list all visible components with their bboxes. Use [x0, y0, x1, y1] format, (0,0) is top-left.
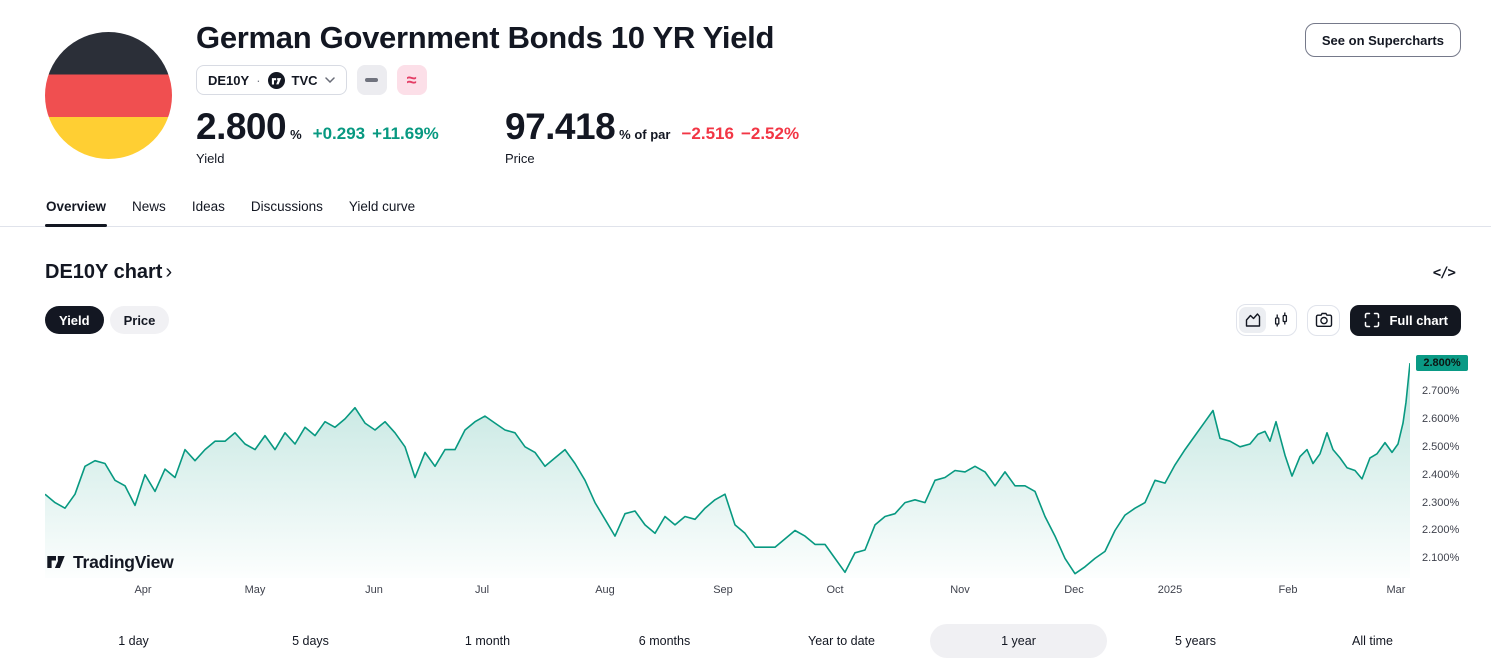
- candles-chart-type-button[interactable]: [1267, 307, 1294, 333]
- price-pill-button[interactable]: Price: [109, 306, 170, 334]
- time-axis-label: May: [244, 584, 266, 596]
- page-title: German Government Bonds 10 YR Yield: [196, 20, 775, 55]
- link-arrow-icon: ›: [165, 261, 173, 283]
- area-chart-type-button[interactable]: [1239, 307, 1267, 333]
- header-main: German Government Bonds 10 YR Yield DE10…: [0, 0, 1491, 166]
- code-icon: </>: [1432, 264, 1456, 281]
- symbol-row: DE10Y · TVC ≈: [196, 65, 1491, 95]
- yield-line-path: [45, 363, 1410, 575]
- quote-stats: 2.800 % +0.293 +11.69% Yield 97.418 % of…: [196, 108, 1491, 166]
- range-1-day-button[interactable]: 1 day: [45, 624, 222, 658]
- time-axis: Apr May Jun Jul Aug Sep Oct Nov Dec 2025 Feb Mar: [45, 584, 1410, 600]
- snapshot-button[interactable]: [1307, 304, 1341, 336]
- range-1-month-button[interactable]: 1 month: [399, 624, 576, 658]
- see-on-supercharts-button[interactable]: See on Supercharts: [1304, 23, 1461, 57]
- tradingview-watermark-link[interactable]: TradingView: [45, 551, 174, 573]
- series-toggle: Yield Price: [45, 306, 170, 334]
- price-axis: 2.700% 2.600% 2.500% 2.400% 2.300% 2.200% 2.10…: [1422, 356, 1491, 578]
- yield-area-fill: [45, 363, 1410, 578]
- candles-chart-icon: [1274, 312, 1288, 327]
- time-axis-label: Aug: [595, 584, 615, 596]
- time-axis-label: Dec: [1064, 584, 1084, 596]
- watermark-text: TradingView: [73, 551, 174, 572]
- range-year-to-date-button[interactable]: Year to date: [753, 624, 930, 658]
- symbol-header: German Government Bonds 10 YR Yield DE10…: [0, 0, 1491, 188]
- yield-change-pct: +11.69%: [372, 124, 439, 143]
- price-label: Price: [505, 151, 535, 166]
- symbol-selector-button[interactable]: DE10Y · TVC: [196, 65, 347, 95]
- chart-controls: Yield Price: [45, 304, 1461, 336]
- time-axis-label: Jun: [365, 584, 383, 596]
- last-value-badge: 2.800%: [1416, 355, 1468, 372]
- time-axis-label: Feb: [1278, 584, 1298, 596]
- symbol-exchange: TVC: [291, 72, 318, 88]
- fullscreen-icon: [1365, 312, 1380, 328]
- tradingview-mark-icon: [47, 556, 65, 568]
- price-change: −2.516: [681, 124, 734, 143]
- price-unit: % of par: [619, 127, 671, 142]
- price-axis-label: 2.100%: [1422, 552, 1460, 565]
- market-status-button[interactable]: [356, 65, 387, 95]
- chevron-down-icon: [324, 77, 335, 83]
- chart-tools: Full chart: [1236, 304, 1461, 336]
- yield-label: Yield: [196, 151, 225, 166]
- time-axis-label: Jul: [474, 584, 490, 596]
- range-6-months-button[interactable]: 6 months: [576, 624, 753, 658]
- range-all-time-button[interactable]: All time: [1284, 624, 1461, 658]
- range-5-years-button[interactable]: 5 years: [1107, 624, 1284, 658]
- price-axis-label: 2.700%: [1422, 384, 1460, 397]
- yield-pill-button[interactable]: Yield: [45, 306, 104, 334]
- dash-icon: [365, 78, 379, 82]
- tab-overview[interactable]: Overview: [45, 188, 108, 227]
- chart-plot-area: 2.700% 2.600% 2.500% 2.400% 2.300% 2.200% 2.10…: [45, 355, 1491, 602]
- full-chart-button[interactable]: Full chart: [1350, 304, 1461, 336]
- chart-title-link[interactable]: DE10Y chart ›: [45, 261, 172, 284]
- time-axis-label: 2025: [1157, 584, 1183, 596]
- yield-stat: 2.800 % +0.293 +11.69% Yield: [196, 108, 505, 166]
- active-tab-underline: [45, 224, 108, 227]
- time-axis-label: Sep: [713, 584, 733, 596]
- time-axis-label: Oct: [826, 584, 844, 596]
- yield-change: +0.293: [312, 124, 366, 143]
- range-1-year-button[interactable]: 1 year: [930, 624, 1107, 658]
- approximation-button[interactable]: ≈: [396, 65, 427, 95]
- date-range-bar: 1 day 5 days 1 month 6 months Year to date 1 …: [45, 624, 1461, 658]
- symbol-ticker: DE10Y: [208, 72, 250, 88]
- yield-unit: %: [290, 127, 302, 142]
- approx-icon: ≈: [406, 69, 417, 90]
- time-axis-label: Apr: [134, 584, 152, 596]
- price-stat-line: 97.418 % of par −2.516 −2.52%: [505, 108, 799, 145]
- price-axis-label: 2.200%: [1422, 524, 1460, 537]
- germany-flag-icon: [45, 32, 172, 159]
- tab-news[interactable]: News: [132, 199, 166, 214]
- price-axis-label: 2.600%: [1422, 412, 1460, 425]
- price-axis-label: 2.500%: [1422, 440, 1460, 453]
- full-chart-label: Full chart: [1389, 312, 1448, 328]
- tab-ideas[interactable]: Ideas: [191, 199, 225, 214]
- tabs-bar: Overview News Ideas Discussions Yield curve: [0, 188, 1491, 227]
- tab-discussions[interactable]: Discussions: [250, 199, 323, 214]
- yield-area-chart[interactable]: [45, 356, 1410, 578]
- chart-title-text: DE10Y chart: [45, 261, 163, 283]
- yield-stat-line: 2.800 % +0.293 +11.69%: [196, 108, 505, 145]
- price-change-pct: −2.52%: [740, 124, 800, 143]
- tab-yield-curve[interactable]: Yield curve: [348, 199, 416, 214]
- range-5-days-button[interactable]: 5 days: [222, 624, 399, 658]
- embed-code-button[interactable]: </>: [1432, 264, 1456, 281]
- symbol-separator: ·: [256, 72, 261, 88]
- price-value: 97.418: [505, 106, 616, 147]
- tradingview-logo-icon: [267, 71, 285, 89]
- price-stat: 97.418 % of par −2.516 −2.52% Price: [505, 108, 799, 166]
- camera-icon: [1315, 312, 1333, 327]
- chart-type-segmented-control: [1236, 304, 1298, 336]
- yield-value: 2.800: [196, 106, 287, 147]
- time-axis-label: Nov: [950, 584, 970, 596]
- area-chart-icon: [1245, 313, 1261, 327]
- price-axis-label: 2.300%: [1422, 496, 1460, 509]
- chart-section-header: DE10Y chart › </>: [45, 261, 1456, 284]
- time-axis-label: Mar: [1386, 584, 1406, 596]
- price-axis-label: 2.400%: [1422, 468, 1460, 481]
